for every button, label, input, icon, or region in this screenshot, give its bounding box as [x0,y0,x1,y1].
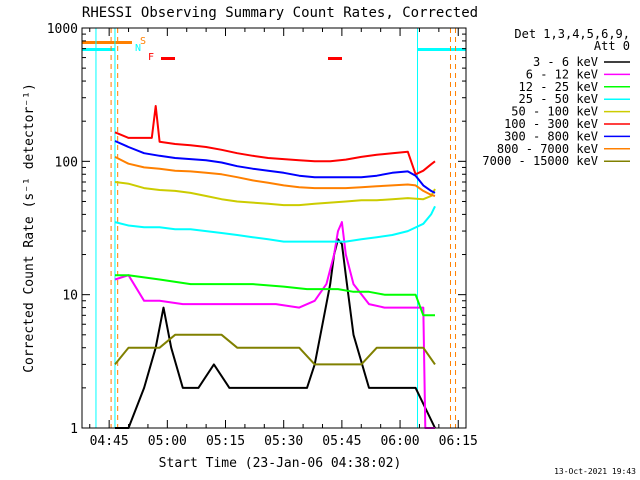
annotation-f: F [148,52,154,63]
legend-label-5: 50 - 100 keV [511,105,598,119]
legend-title: Det 1,3,4,5,6,9, [514,27,630,41]
annotation-s: S [140,36,146,47]
series-line-5 [114,181,436,207]
legend-label-1: 3 - 6 keV [533,55,598,69]
x-tick-label-2: 05:00 [148,434,187,449]
series-line-1 [115,238,436,429]
legend-subtitle: Att 0 [594,39,630,53]
legend-label-7: 300 - 800 keV [504,129,598,143]
series-line-6 [114,105,436,176]
night-bar-right [417,48,466,51]
legend-label-6: 100 - 300 keV [504,117,598,131]
series-line-3 [115,274,435,317]
legend-label-4: 25 - 50 keV [519,92,598,106]
x-tick-label-7: 06:15 [439,434,478,449]
x-tick-label-5: 05:45 [322,434,361,449]
plot-area: SNF [82,28,466,429]
flare-bar-1 [161,57,175,60]
x-tick-label-3: 05:15 [206,434,245,449]
x-axis-ticks: 04:45 05:00 05:15 05:30 05:45 06:00 06:15 [89,28,478,449]
series-line-9 [114,333,436,366]
x-tick-label-6: 06:00 [380,434,419,449]
legend-label-3: 12 - 25 keV [519,80,598,94]
legend-label-8: 800 - 7000 keV [497,142,598,156]
series-line-7 [114,140,436,194]
generation-timestamp: 13-Oct-2021 19:43 [554,467,636,476]
x-axis-label: Start Time (23-Jan-06 04:38:02) [159,456,402,471]
plot-frame [81,27,467,429]
night-bar-left [82,48,115,51]
y-tick-label-4: 1000 [47,22,78,37]
legend-label-2: 6 - 12 keV [526,67,598,81]
chart-title: RHESSI Observing Summary Count Rates, Co… [82,5,478,21]
series-line-2 [114,221,435,429]
y-tick-label-1: 1 [70,422,78,437]
annotation-n: N [135,43,141,54]
x-tick-label-1: 04:45 [90,434,129,449]
x-tick-label-4: 05:30 [264,434,303,449]
series-line-8 [114,156,436,197]
series-line-4 [114,205,436,243]
y-tick-label-3: 100 [55,155,78,170]
y-axis-ticks: 1 10 100 1000 [47,22,466,437]
flare-bar-2 [328,57,342,60]
saa-bar [82,41,132,44]
y-axis-label: Corrected Count Rate (s⁻¹ detector⁻¹) [22,83,37,373]
legend-label-9: 7000 - 15000 keV [482,154,598,168]
y-tick-label-2: 10 [62,289,78,304]
